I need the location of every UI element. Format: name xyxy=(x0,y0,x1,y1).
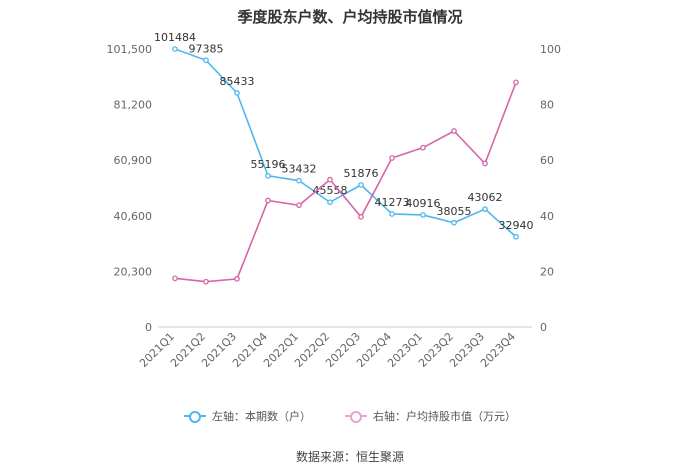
data-point-market-value xyxy=(358,214,364,220)
data-point-market-value xyxy=(482,160,488,167)
legend: 左轴：本期数（户） 右轴：户均持股市值（万元） xyxy=(0,408,700,424)
legend-item-households[interactable]: 左轴：本期数（户） xyxy=(184,408,311,424)
series-line-market-value xyxy=(174,82,517,283)
right-axis-tick-label: 60 xyxy=(540,154,554,167)
data-point-market-value xyxy=(451,128,457,134)
right-axis-tick-label: 0 xyxy=(540,321,547,334)
legend-marker-blue-icon xyxy=(184,411,206,423)
data-point-households xyxy=(389,211,395,217)
data-point-households xyxy=(358,182,364,188)
data-point-households xyxy=(513,233,519,240)
data-label: 38055 xyxy=(437,205,472,218)
data-label: 55196 xyxy=(251,158,286,171)
data-label: 51876 xyxy=(344,167,379,180)
data-point-households xyxy=(203,57,209,64)
data-point-households xyxy=(451,219,457,226)
data-label: 43062 xyxy=(468,191,503,204)
data-point-market-value xyxy=(265,197,271,204)
right-axis-tick-label: 40 xyxy=(540,210,554,223)
right-axis-tick-label: 20 xyxy=(540,265,554,278)
data-point-market-value xyxy=(327,176,333,183)
data-point-households xyxy=(234,90,240,96)
right-axis-tick-label: 100 xyxy=(540,43,561,56)
data-point-market-value xyxy=(234,276,240,282)
legend-label-households: 左轴：本期数（户） xyxy=(212,410,311,423)
x-axis-tick-label: 2023Q4 xyxy=(478,330,518,370)
legend-item-market-value[interactable]: 右轴：户均持股市值（万元） xyxy=(345,408,516,424)
data-label: 101484 xyxy=(154,31,196,44)
data-label: 41273 xyxy=(375,196,410,209)
data-point-households xyxy=(420,212,426,218)
data-label: 40916 xyxy=(406,197,441,210)
left-axis-tick-label: 60,900 xyxy=(114,154,153,167)
data-point-households xyxy=(265,172,271,179)
data-point-market-value xyxy=(296,202,302,209)
left-axis-tick-label: 81,200 xyxy=(114,99,153,112)
data-point-market-value xyxy=(389,155,395,161)
data-point-households xyxy=(482,206,488,212)
left-axis-tick-label: 0 xyxy=(145,321,152,334)
data-source: 数据来源：恒生聚源 xyxy=(295,450,404,464)
data-point-households xyxy=(327,199,333,206)
data-label: 53432 xyxy=(282,163,317,176)
data-label: 85433 xyxy=(220,75,255,88)
data-point-market-value xyxy=(203,278,209,285)
right-axis-tick-label: 80 xyxy=(540,99,554,112)
left-axis-tick-label: 20,300 xyxy=(114,265,153,278)
chart-title: 季度股东户数、户均持股市值情况 xyxy=(237,8,463,26)
data-point-market-value xyxy=(420,144,426,151)
series-line-households xyxy=(174,48,517,238)
data-point-households xyxy=(172,46,178,52)
data-label: 97385 xyxy=(189,42,224,55)
data-label: 32940 xyxy=(499,219,534,232)
data-point-market-value xyxy=(513,79,519,86)
left-axis-tick-label: 101,500 xyxy=(107,43,153,56)
legend-marker-pink-icon xyxy=(345,411,367,423)
left-axis-tick-label: 40,600 xyxy=(114,210,153,223)
data-point-households xyxy=(296,177,302,184)
data-point-market-value xyxy=(172,275,178,282)
legend-label-market-value: 右轴：户均持股市值（万元） xyxy=(373,410,516,423)
